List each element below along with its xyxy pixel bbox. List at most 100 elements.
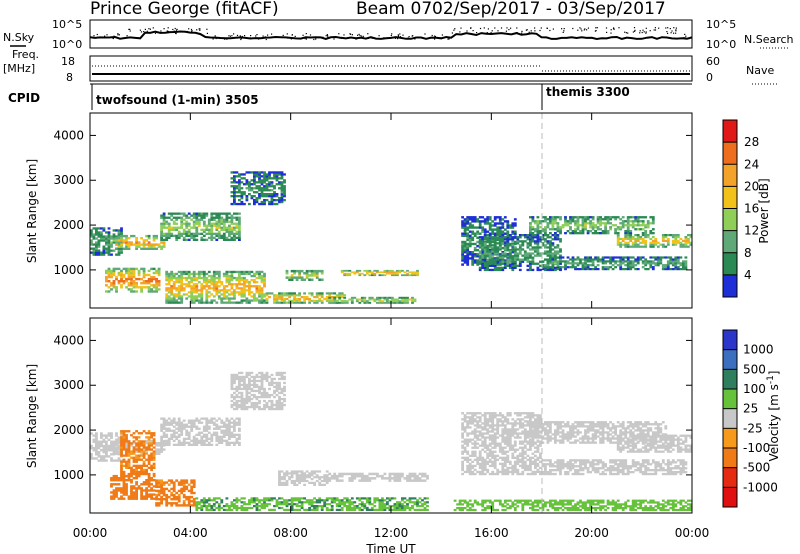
- data-cell: [110, 271, 113, 275]
- data-cell: [175, 226, 179, 229]
- data-cell: [185, 285, 189, 288]
- data-cell: [478, 246, 482, 249]
- data-cell: [345, 499, 349, 502]
- noise-search-dot: [613, 27, 615, 29]
- data-cell: [240, 276, 244, 280]
- data-cell: [195, 287, 199, 290]
- data-cell: [576, 216, 580, 219]
- data-cell: [175, 236, 179, 239]
- data-cell: [175, 431, 179, 434]
- data-cell: [112, 280, 116, 283]
- data-cell: [157, 267, 161, 271]
- data-cell: [197, 503, 201, 506]
- data-cell: [155, 277, 158, 281]
- data-cell: [298, 272, 301, 275]
- data-cell: [679, 241, 683, 244]
- data-cell: [215, 301, 219, 304]
- data-cell: [260, 191, 264, 194]
- noise-search-dot: [359, 35, 361, 37]
- data-cell: [240, 401, 244, 405]
- noise-search-dot: [349, 33, 351, 35]
- data-cell: [463, 226, 467, 229]
- noise-search-dot: [562, 31, 564, 33]
- data-cell: [190, 479, 194, 482]
- data-cell: [130, 284, 133, 287]
- data-cell: [245, 281, 249, 284]
- data-cell: [513, 232, 517, 235]
- data-cell: [273, 187, 276, 190]
- data-cell: [127, 450, 131, 453]
- data-cell: [165, 435, 169, 438]
- data-cell: [172, 493, 176, 497]
- data-cell: [200, 291, 204, 294]
- data-cell: [137, 448, 141, 451]
- data-cell: [135, 466, 138, 469]
- data-cell: [263, 274, 266, 278]
- data-cell: [142, 454, 146, 457]
- data-cell: [170, 289, 174, 292]
- data-cell: [200, 218, 204, 221]
- data-cell: [125, 237, 128, 240]
- data-cell: [551, 254, 555, 257]
- data-cell: [222, 295, 226, 298]
- data-cell: [275, 501, 279, 504]
- data-cell: [278, 506, 281, 510]
- data-cell: [102, 251, 106, 254]
- data-cell: [135, 450, 138, 453]
- data-cell: [245, 405, 249, 409]
- data-cell: [167, 479, 171, 482]
- noise-search-dot: [685, 35, 687, 37]
- data-cell: [376, 298, 379, 301]
- data-cell: [127, 237, 131, 240]
- data-cell: [190, 301, 194, 304]
- data-cell: [192, 222, 196, 225]
- data-cell: [278, 399, 281, 403]
- noise-search-dot: [540, 27, 542, 29]
- data-cell: [122, 497, 126, 500]
- data-cell: [308, 274, 311, 277]
- data-cell: [165, 423, 169, 426]
- data-cell: [381, 497, 384, 500]
- data-cell: [478, 244, 482, 247]
- data-cell: [225, 441, 229, 444]
- data-cell: [230, 181, 234, 184]
- data-cell: [165, 222, 169, 225]
- data-cell: [233, 177, 236, 180]
- data-cell: [162, 241, 166, 244]
- data-cell: [102, 247, 106, 250]
- data-cell: [529, 266, 532, 269]
- data-cell: [376, 271, 379, 274]
- data-cell: [290, 269, 294, 273]
- data-cell: [140, 470, 143, 474]
- data-cell: [105, 442, 108, 446]
- data-cell: [676, 234, 680, 237]
- data-cell: [471, 232, 475, 235]
- data-cell: [265, 403, 269, 407]
- data-cell: [403, 298, 407, 301]
- data-cell: [165, 297, 169, 300]
- data-cell: [117, 479, 121, 482]
- noise-search-dot: [167, 30, 169, 33]
- data-cell: [117, 239, 121, 242]
- data-cell: [102, 446, 106, 450]
- data-cell: [115, 452, 118, 455]
- data-cell: [263, 279, 266, 282]
- data-cell: [177, 236, 181, 239]
- data-cell: [273, 407, 276, 411]
- data-cell: [200, 283, 204, 286]
- data-cell: [245, 181, 249, 184]
- data-cell: [373, 497, 377, 500]
- data-cell: [313, 296, 316, 299]
- noise-search-dot: [186, 30, 188, 33]
- data-cell: [150, 479, 153, 482]
- data-cell: [192, 279, 196, 282]
- data-cell: [280, 191, 284, 194]
- data-cell: [280, 375, 284, 379]
- data-cell: [192, 274, 196, 278]
- data-cell: [125, 436, 128, 439]
- data-cell: [401, 300, 404, 303]
- data-cell: [243, 283, 246, 286]
- data-cell: [253, 181, 256, 184]
- data-cell: [215, 283, 219, 286]
- data-cell: [531, 220, 535, 223]
